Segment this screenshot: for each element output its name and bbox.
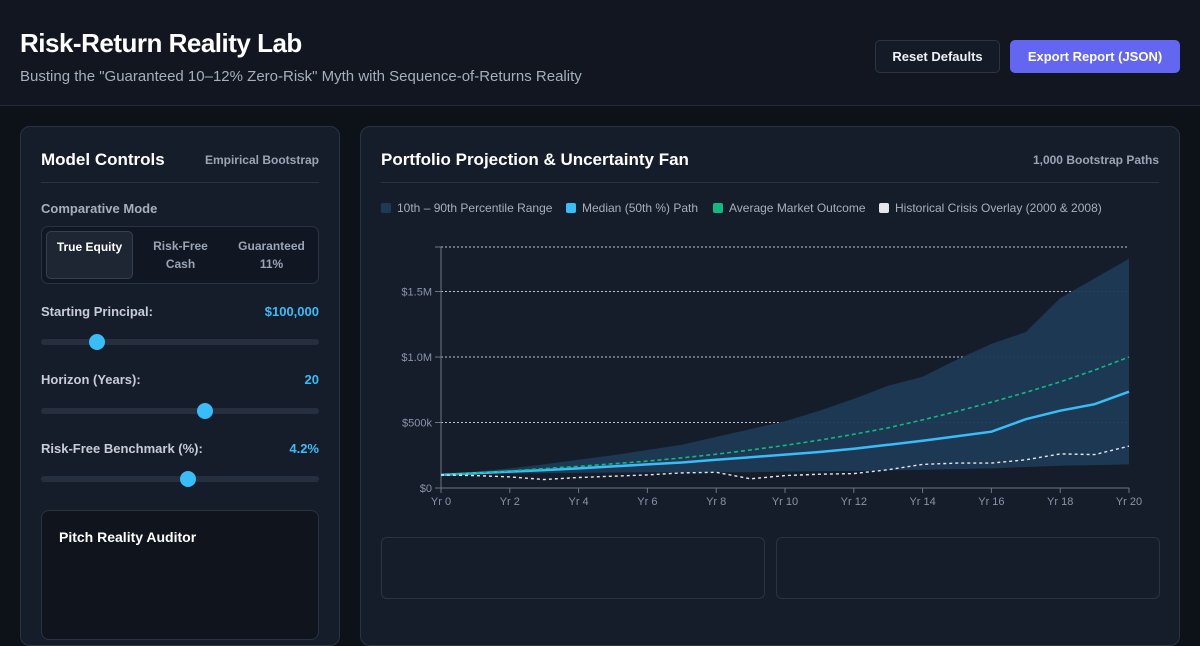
mode-label-line2: Cash (165, 257, 196, 271)
crisis-line (440, 445, 1130, 481)
reset-defaults-button[interactable]: Reset Defaults (875, 40, 1000, 73)
summary-card-left (381, 537, 765, 599)
auditor-title: Pitch Reality Auditor (59, 529, 197, 545)
slider-thumb[interactable] (88, 334, 105, 350)
risk-free-benchmark-value: 4.2% (289, 441, 319, 456)
mode-true-equity[interactable]: True Equity (46, 231, 133, 279)
y-tick-label: $500k (402, 418, 432, 430)
y-tick-label: $1.0M (401, 352, 432, 364)
mode-label-line2: 11% (259, 257, 284, 271)
risk-free-benchmark-slider[interactable] (41, 471, 319, 487)
legend-swatch (381, 203, 391, 213)
horizon-years-value: 20 (304, 372, 319, 387)
legend-swatch (566, 203, 576, 213)
model-controls-panel: Model Controls Empirical Bootstrap Compa… (20, 126, 340, 646)
starting-principal-label: Starting Principal: (41, 304, 153, 319)
controls-divider (41, 182, 319, 183)
legend-swatch (879, 203, 889, 213)
x-tick-label: Yr 2 (500, 496, 520, 508)
comparative-mode-segmented-control: True Equity Risk-Free Cash Guaranteed 11… (41, 226, 319, 284)
x-tick-label: Yr 12 (841, 496, 867, 508)
horizon-years-label: Horizon (Years): (41, 372, 141, 387)
risk-free-benchmark-label: Risk-Free Benchmark (%): (41, 441, 203, 456)
starting-principal-slider[interactable] (41, 334, 319, 350)
average-line (440, 356, 1130, 476)
median-line (440, 390, 1130, 477)
legend-label: Median (50th %) Path (582, 201, 699, 215)
x-tick-label: Yr 14 (909, 496, 935, 508)
percentile-band (441, 258, 1129, 475)
legend-label: Average Market Outcome (729, 201, 866, 215)
comparative-mode-label: Comparative Mode (41, 201, 158, 216)
projection-panel: Portfolio Projection & Uncertainty Fan 1… (360, 126, 1180, 646)
slider-thumb[interactable] (197, 403, 214, 419)
x-tick-label: Yr 4 (569, 496, 589, 508)
projection-chart: $0 $500k $1.0M $1.5M Yr 0 Yr 2 Yr 4 Yr 6 Yr 8 Yr … (401, 246, 1142, 508)
starting-principal-value: $100,000 (264, 304, 319, 319)
y-tick-label: $1.5M (401, 287, 432, 299)
x-tick-label: Yr 20 (1116, 496, 1142, 508)
projection-divider (381, 182, 1159, 183)
mode-label: Guaranteed (238, 239, 305, 253)
controls-tag: Empirical Bootstrap (204, 153, 319, 167)
slider-thumb[interactable] (180, 471, 197, 487)
pitch-reality-auditor-card: Pitch Reality Auditor (41, 510, 319, 640)
mode-label: Risk-Free (153, 239, 208, 253)
mode-label: True Equity (56, 240, 123, 254)
projection-tag: 1,000 Bootstrap Paths (1032, 153, 1159, 167)
x-tick-label: Yr 8 (706, 496, 726, 508)
legend-label: Historical Crisis Overlay (2000 & 2008) (895, 201, 1102, 215)
export-report-button[interactable]: Export Report (JSON) (1010, 40, 1180, 73)
page-title: Risk-Return Reality Lab (20, 28, 302, 58)
x-tick-label: Yr 0 (431, 496, 451, 508)
x-tick-label: Yr 10 (772, 496, 798, 508)
controls-title: Model Controls (41, 150, 165, 169)
summary-card-right (776, 537, 1160, 599)
projection-title: Portfolio Projection & Uncertainty Fan (381, 150, 689, 169)
legend-label: 10th – 90th Percentile Range (397, 201, 553, 215)
x-tick-label: Yr 16 (978, 496, 1004, 508)
y-tick-label: $0 (420, 483, 432, 495)
x-tick-label: Yr 18 (1047, 496, 1073, 508)
app-header: Risk-Return Reality Lab Busting the "Gua… (0, 0, 1200, 106)
page-subtitle: Busting the "Guaranteed 10–12% Zero-Risk… (20, 68, 582, 85)
horizon-years-slider[interactable] (41, 403, 319, 419)
x-tick-label: Yr 6 (637, 496, 657, 508)
legend-swatch (713, 203, 723, 213)
mode-risk-free-cash[interactable]: Risk-Free Cash (137, 231, 224, 279)
mode-guaranteed-11[interactable]: Guaranteed 11% (228, 231, 315, 279)
